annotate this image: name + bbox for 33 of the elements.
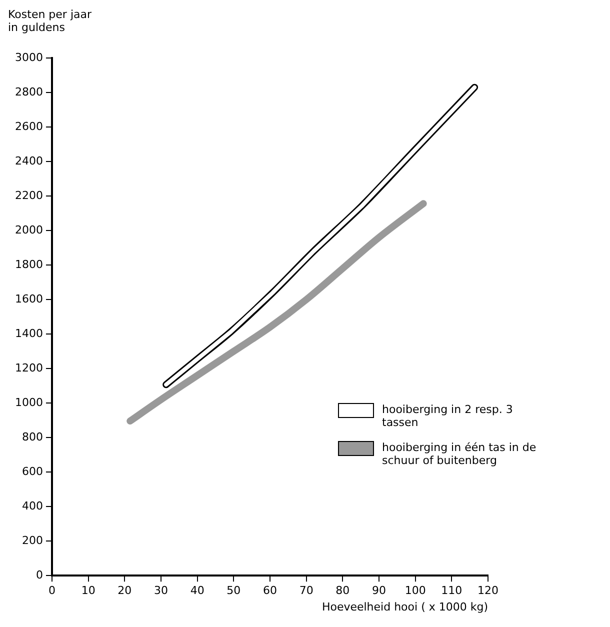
x-tick-label: 90 — [372, 584, 386, 598]
y-tick-label: 200 — [22, 534, 43, 547]
y-tick-label: 2600 — [14, 120, 43, 133]
y-tick-label: 2400 — [14, 154, 43, 168]
x-tick-label: 60 — [262, 584, 277, 598]
y-tick-label: 3000 — [14, 50, 43, 64]
y-axis-title: Kosten per jaar in guldens — [8, 8, 92, 34]
y-tick-label: 600 — [22, 464, 43, 478]
y-tick-label: 1000 — [14, 396, 43, 409]
x-tick-label: 120 — [478, 584, 498, 598]
y-tick-label: 1800 — [14, 258, 43, 271]
y-tick-label: 2200 — [14, 188, 43, 202]
x-tick-label: 80 — [336, 584, 350, 598]
x-tick-label: 0 — [48, 584, 56, 598]
y-tick-label: 2800 — [14, 85, 43, 98]
x-axis-title: Hoeveelheid hooi ( x 1000 kg) — [322, 600, 488, 614]
y-tick-label: 800 — [22, 430, 43, 444]
y-tick-label: 1200 — [14, 361, 43, 374]
y-tick-label: 400 — [22, 499, 43, 512]
x-tick-label: 10 — [81, 584, 96, 598]
x-tick-label: 100 — [404, 584, 426, 598]
y-tick-label: 2000 — [14, 223, 43, 236]
x-tick-label: 70 — [299, 584, 314, 598]
legend-label: hooiberging in één tas in de schuur of buitenberg — [382, 441, 538, 467]
y-tick-label: 0 — [36, 568, 43, 582]
x-tick-label: 20 — [118, 584, 132, 598]
y-tick-label: 1400 — [14, 326, 43, 340]
x-tick-label: 40 — [190, 584, 204, 598]
x-tick-label: 110 — [441, 584, 462, 598]
x-tick-label: 30 — [154, 584, 168, 598]
legend-label: hooiberging in 2 resp. 3 tassen — [382, 403, 514, 429]
x-tick-label: 50 — [226, 584, 241, 598]
y-tick-label: 1600 — [14, 292, 43, 306]
